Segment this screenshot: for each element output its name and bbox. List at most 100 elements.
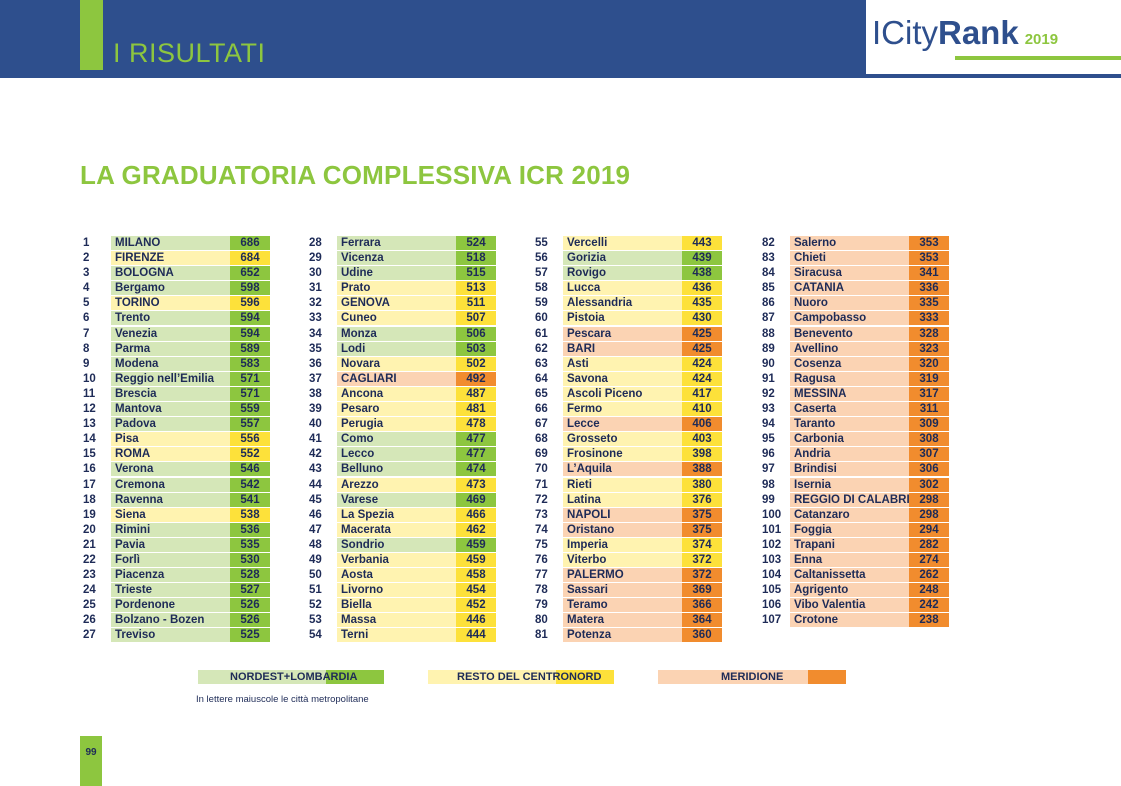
city-score: 424	[682, 371, 722, 386]
city-score: 478	[456, 417, 496, 432]
city-score: 306	[909, 462, 949, 477]
ranking-row: 100 Catanzaro 298	[759, 507, 949, 523]
ranking-row: 103 Enna 274	[759, 552, 949, 568]
rank-number: 26	[83, 614, 96, 627]
rank-number: 76	[535, 553, 548, 566]
rank-number: 66	[535, 403, 548, 416]
ranking-row: 33 Cuneo 507	[306, 311, 496, 326]
rank-number: 51	[309, 584, 322, 597]
ranking-row: 95 Carbonia 308	[759, 432, 949, 447]
city-score: 526	[230, 598, 270, 613]
city-name: Rieti	[563, 477, 682, 492]
rank-number: 89	[762, 342, 775, 355]
rank-number: 58	[535, 282, 548, 295]
city-name: Bolzano - Bozen	[111, 613, 230, 628]
city-name: Arezzo	[337, 477, 456, 492]
rank-number: 65	[535, 387, 548, 400]
city-score: 528	[230, 568, 270, 583]
rank-number: 83	[762, 252, 775, 265]
ranking-row: 74 Oristano 375	[532, 522, 722, 538]
city-name: ROMA	[111, 447, 230, 462]
legend-swatch-light	[658, 670, 808, 684]
city-score: 462	[456, 522, 496, 537]
city-score: 294	[909, 522, 949, 537]
city-score: 538	[230, 507, 270, 522]
city-score: 376	[682, 492, 722, 507]
ranking-row: 45 Varese 469	[306, 492, 496, 508]
ranking-column-1: 1 MILANO 686 2 FIRENZE 684 3 BOLOGNA 652 4 Bergamo…	[80, 236, 270, 644]
city-score: 307	[909, 447, 949, 462]
city-score: 541	[230, 492, 270, 507]
ranking-row: 16 Verona 546	[80, 462, 270, 477]
city-name: Rovigo	[563, 266, 682, 281]
ranking-row: 98 Isernia 302	[759, 477, 949, 493]
city-name: Novara	[337, 356, 456, 371]
ranking-row: 66 Fermo 410	[532, 402, 722, 417]
ranking-row: 2 FIRENZE 684	[80, 251, 270, 266]
rank-number: 57	[535, 267, 548, 280]
city-score: 435	[682, 296, 722, 311]
city-score: 477	[456, 447, 496, 462]
logo-area	[866, 0, 1121, 74]
city-name: Foggia	[790, 522, 909, 537]
city-name: MESSINA	[790, 386, 909, 401]
city-name: Rimini	[111, 522, 230, 537]
city-score: 596	[230, 296, 270, 311]
rank-number: 31	[309, 282, 322, 295]
rank-number: 82	[762, 237, 775, 249]
ranking-row: 93 Caserta 311	[759, 402, 949, 417]
city-score: 459	[456, 552, 496, 567]
rank-number: 67	[535, 418, 548, 431]
city-score: 469	[456, 492, 496, 507]
ranking-row: 64 Savona 424	[532, 371, 722, 387]
rank-number: 91	[762, 372, 775, 385]
city-score: 335	[909, 296, 949, 311]
rank-number: 100	[762, 508, 782, 521]
city-score: 298	[909, 507, 949, 522]
rank-number: 15	[83, 448, 96, 461]
city-name: Caserta	[790, 402, 909, 417]
rank-number: 103	[762, 553, 782, 566]
rank-number: 71	[535, 478, 548, 491]
city-score: 248	[909, 583, 949, 598]
ranking-row: 60 Pistoia 430	[532, 311, 722, 326]
city-name: Potenza	[563, 628, 682, 643]
city-name: Monza	[337, 326, 456, 341]
city-score: 458	[456, 568, 496, 583]
city-score: 513	[456, 281, 496, 296]
city-score: 317	[909, 386, 949, 401]
ranking-row: 28 Ferrara 524	[306, 236, 496, 251]
city-name: Vicenza	[337, 251, 456, 266]
ranking-column-3: 55 Vercelli 443 56 Gorizia 439 57 Rovigo 438 58 Lu…	[532, 236, 722, 644]
ranking-row: 76 Viterbo 372	[532, 552, 722, 568]
ranking-row: 55 Vercelli 443	[532, 236, 722, 251]
city-name: GENOVA	[337, 296, 456, 311]
ranking-row: 17 Cremona 542	[80, 477, 270, 493]
ranking-row: 41 Como 477	[306, 432, 496, 447]
city-score: 503	[456, 341, 496, 356]
city-name: Pistoia	[563, 311, 682, 326]
rank-number: 43	[309, 463, 322, 476]
city-name: Campobasso	[790, 311, 909, 326]
rank-number: 97	[762, 463, 775, 476]
city-name: Forlì	[111, 552, 230, 567]
city-name: Cuneo	[337, 311, 456, 326]
city-score: 380	[682, 477, 722, 492]
legend-swatch-light	[198, 670, 326, 684]
city-score: 298	[909, 492, 949, 507]
ranking-row: 49 Verbania 459	[306, 552, 496, 568]
ranking-row: 101 Foggia 294	[759, 522, 949, 538]
city-score: 323	[909, 341, 949, 356]
ranking-row: 43 Belluno 474	[306, 462, 496, 477]
city-score: 308	[909, 432, 949, 447]
ranking-column-4: 82 Salerno 353 83 Chieti 353 84 Siracusa 341 85 CA…	[759, 236, 949, 628]
city-score: 571	[230, 371, 270, 386]
rank-number: 6	[83, 312, 90, 325]
ranking-row: 82 Salerno 353	[759, 236, 949, 251]
city-name: Brindisi	[790, 462, 909, 477]
city-name: Belluno	[337, 462, 456, 477]
ranking-row: 62 BARI 425	[532, 341, 722, 357]
city-score: 238	[909, 613, 949, 628]
ranking-row: 102 Trapani 282	[759, 537, 949, 553]
logo-underline	[955, 56, 1121, 60]
